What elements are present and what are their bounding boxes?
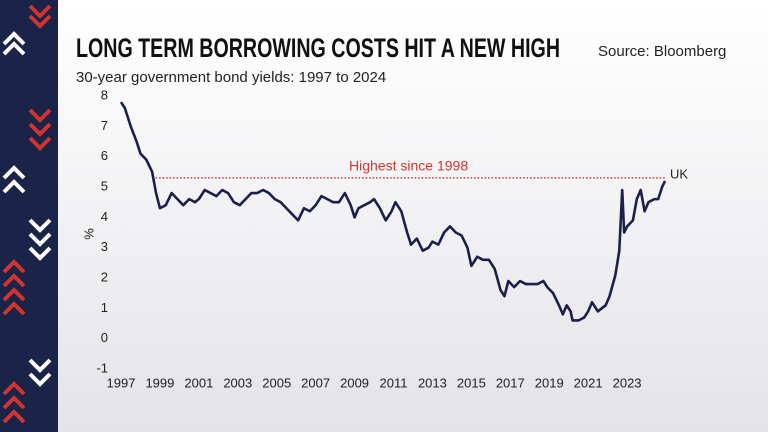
y-tick-label: 6 [101, 148, 108, 163]
y-tick-label: 7 [101, 118, 108, 133]
subtitle: 30-year government bond yields: 1997 to … [76, 69, 386, 86]
y-tick-label: 5 [101, 178, 108, 193]
y-tick-label: -1 [96, 360, 108, 375]
y-axis-label: % [81, 228, 96, 240]
x-tick-label: 2019 [535, 375, 564, 390]
x-tick-label: 2005 [262, 375, 291, 390]
line-series [119, 101, 667, 322]
y-tick-label: 3 [101, 239, 108, 254]
chart-title: LONG TERM BORROWING COSTS HIT A NEW HIGH [76, 33, 560, 63]
y-tick-label: 1 [101, 300, 108, 315]
x-tick-label: 1997 [107, 375, 136, 390]
source: Source: Bloomberg [598, 43, 726, 60]
x-tick-label: 2009 [340, 375, 369, 390]
x-tick-label: 2001 [184, 375, 213, 390]
x-tick-label: 2015 [457, 375, 486, 390]
x-tick-label: 2011 [380, 375, 408, 390]
y-tick-label: 4 [101, 209, 108, 224]
x-tick-label: 2021 [574, 375, 603, 390]
y-tick-label: 8 [101, 87, 108, 102]
series-label: UK [670, 166, 688, 181]
y-tick-label: 0 [101, 330, 108, 345]
x-tick-label: 2003 [223, 375, 252, 390]
x-tick-label: 2013 [418, 375, 447, 390]
x-tick-label: 2023 [613, 375, 642, 390]
y-tick-label: 2 [101, 269, 108, 284]
x-tick-label: 2007 [301, 375, 330, 390]
reference-label: Highest since 1998 [349, 158, 468, 174]
x-tick-label: 1999 [145, 375, 174, 390]
side-strip [0, 0, 58, 432]
x-tick-label: 2017 [496, 375, 525, 390]
